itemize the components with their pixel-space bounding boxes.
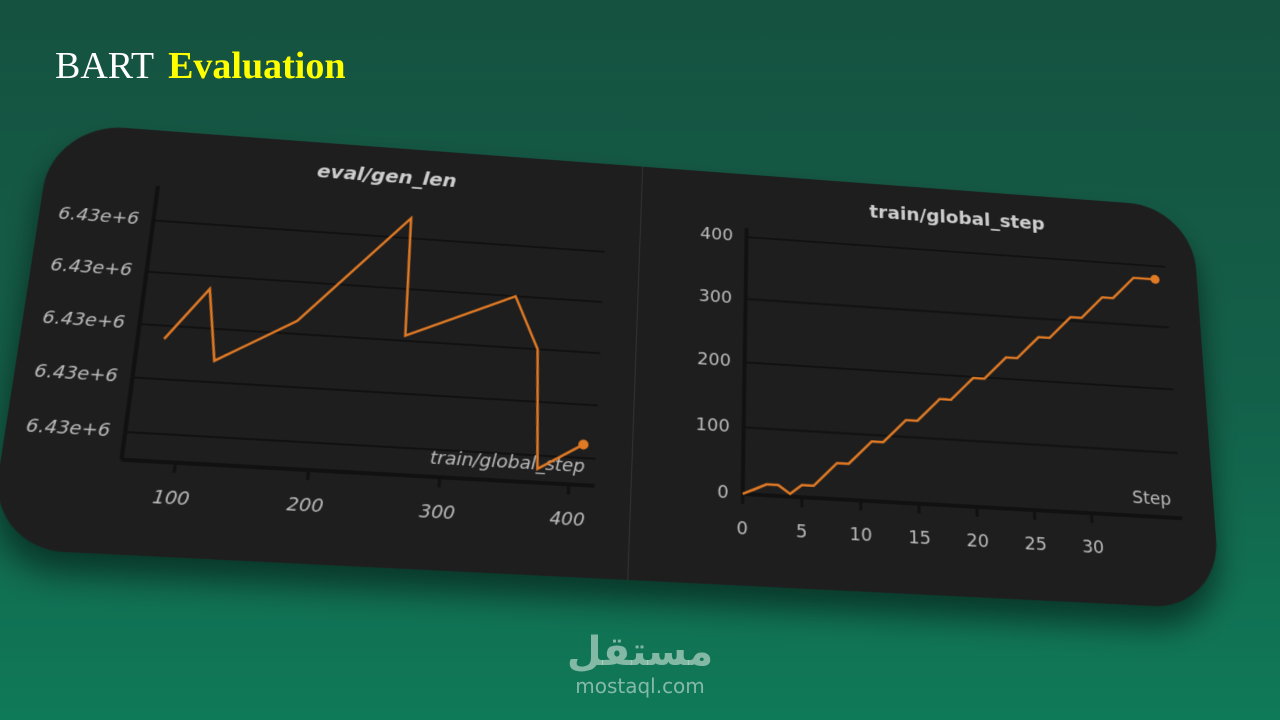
data-line — [742, 251, 1170, 518]
grid-line — [746, 237, 1164, 267]
x-axis-label: Step — [1131, 488, 1171, 510]
y-axis — [742, 228, 746, 494]
x-tick-label: 100 — [151, 487, 191, 510]
y-tick-label: 6.43e+6 — [33, 361, 119, 386]
y-tick-label: 100 — [695, 414, 730, 436]
grid-line — [744, 362, 1173, 389]
y-tick-label: 200 — [696, 350, 730, 372]
grid-line — [743, 427, 1177, 453]
end-marker — [578, 439, 589, 450]
chart-title: train/global_step — [869, 201, 1045, 235]
grid-line — [140, 324, 601, 353]
grid-line — [132, 377, 597, 405]
x-tick-label: 20 — [966, 531, 989, 553]
y-tick-label: 6.43e+6 — [57, 204, 140, 229]
title-prefix: BART — [55, 45, 155, 87]
title-main: Evaluation — [168, 45, 346, 87]
x-tick-label: 30 — [1081, 537, 1104, 558]
data-line — [150, 202, 593, 471]
chart: train/global_step 0 100 200 300 400 0 5 10 15 20 25… — [626, 166, 1222, 610]
x-axis — [742, 494, 1181, 518]
chart-title: eval/gen_len — [316, 160, 457, 191]
y-tick-label: 6.43e+6 — [49, 256, 133, 281]
y-tick-label: 300 — [698, 286, 732, 307]
page-title: BART Evaluation — [55, 44, 345, 88]
x-tick-label: 200 — [286, 494, 325, 517]
x-tick-label: 400 — [549, 508, 585, 531]
x-tick-label: 300 — [418, 502, 456, 525]
grid-line — [745, 299, 1168, 327]
y-tick-label: 400 — [700, 225, 733, 246]
chart-panel: eval/gen_len 6.43e+6 6.43e+6 6.43e+6 6.43e+6… — [0, 122, 1222, 610]
x-tick-label: 0 — [736, 518, 748, 539]
y-tick-label: 6.43e+6 — [41, 308, 126, 333]
watermark: مستقل mostaql.com — [0, 630, 1280, 698]
y-tick-label: 0 — [716, 482, 728, 503]
x-tick-label: 15 — [908, 528, 931, 550]
x-tick-label: 10 — [849, 525, 872, 547]
watermark-site: mostaql.com — [575, 674, 705, 698]
x-axis-label: train/global_step — [429, 448, 585, 477]
chart: eval/gen_len 6.43e+6 6.43e+6 6.43e+6 6.43e+6… — [25, 160, 642, 531]
y-tick-label: 6.43e+6 — [25, 416, 112, 442]
end-marker — [1149, 274, 1160, 285]
grid-line — [147, 272, 603, 302]
x-tick-label: 25 — [1024, 534, 1047, 555]
watermark-logo: مستقل — [566, 629, 714, 675]
x-tick-label: 5 — [795, 522, 807, 543]
